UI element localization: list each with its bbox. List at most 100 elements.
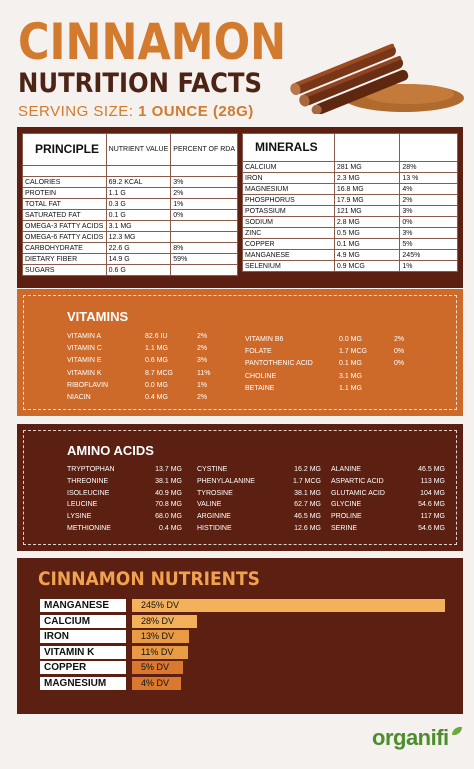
serving-label: SERVING SIZE: [18,103,134,120]
table-row: OMEGA-6 FATTY ACIDS 12.3 MG [22,231,238,243]
col-percent-rda: PERCENT OF RDA [170,133,238,166]
amino-value: 38.1 MG [294,489,321,497]
page-subtitle: NUTRITION FACTS [18,68,262,99]
col-nutrient-value: NUTRIENT VALUE [105,133,172,166]
page-title: CINNAMON [18,13,287,71]
principle-title: PRINCIPLE [22,133,107,166]
vitamin-value: 8.7 MCG [145,369,174,377]
mineral-value: 4.9 MG [333,249,401,261]
vitamin-rda: 1% [197,381,208,389]
nutrient-name: SATURATED FAT [22,209,107,221]
nutrient-rda [170,231,238,243]
nutrient-rda [170,220,238,232]
nutrient-value: 1.1 G [105,187,172,199]
vitamin-value: 0.1 MG [339,360,362,368]
vitamin-value: 0.4 MG [145,394,168,401]
mineral-rda: 0% [399,216,458,228]
mineral-rda: 5% [399,238,458,250]
vitamin-rda: 0% [394,360,405,368]
vitamin-rda: 2% [197,333,208,340]
vitamin-rda: 0% [394,348,405,356]
nutrient-rda [170,264,238,276]
vitamin-rda: 3% [197,357,208,365]
vitamin-name: VITAMIN A [67,333,102,340]
amino-value: 16.2 MG [294,466,321,473]
amino-name: ISOLEUCINE [67,489,110,497]
table-row: CALORIES 69.2 KCAL 3% [22,176,238,188]
nutrient-value: 0.1 G [105,209,172,221]
mineral-value: 16.8 MG [333,183,401,195]
bar-category-label: MANGANESE [40,599,126,612]
vitamin-name: FOLATE [245,348,272,356]
amino-name: PROLINE [331,513,362,521]
brand-logo: organifi [372,725,449,750]
amino-value: 46.5 MG [418,466,445,473]
table-row: CALCIUM 281 MG 28% [242,161,458,173]
amino-value: 1.7 MCG [292,477,321,485]
vitamin-value: 3.1 MG [339,372,362,380]
amino-value: 117 MG [420,513,445,521]
nutrient-rda: 59% [170,253,238,265]
nutrient-value: 0.3 G [105,198,172,210]
table-row: MAGNESIUM 16.8 MG 4% [242,183,458,195]
mineral-rda: 2% [399,194,458,206]
amino-value: 38.1 MG [155,477,182,485]
vitamin-name: VITAMIN E [67,357,102,365]
vitamin-name: RIBOFLAVIN [67,381,109,389]
nutrient-name: PROTEIN [22,187,107,199]
mineral-rda: 28% [399,161,458,173]
bar: 13% DV [132,630,189,643]
amino-value: 113 MG [420,477,445,485]
amino-name: TYROSINE [197,489,233,497]
mineral-rda: 4% [399,183,458,195]
amino-value: 68.0 MG [155,513,182,521]
amino-border [23,430,457,545]
amino-value: 13.7 MG [155,466,182,473]
vitamin-value: 1.7 MCG [339,348,368,356]
nutrient-name: CARBOHYDRATE [22,242,107,254]
table-row: PROTEIN 1.1 G 2% [22,187,238,199]
mineral-rda: 3% [399,205,458,217]
amino-title: AMINO ACIDS [67,443,154,458]
table-row: CARBOHYDRATE 22.6 G 8% [22,242,238,254]
amino-name: TRYPTOPHAN [67,466,115,473]
amino-name: VALINE [197,501,222,509]
nutrient-name: CALORIES [22,176,107,188]
serving-value: 1 OUNCE (28G) [138,103,254,120]
mineral-value: 17.9 MG [333,194,401,206]
table-row: SELENIUM 0.9 MCG 1% [242,260,458,272]
vitamin-value: 0.0 MG [339,336,362,343]
amino-name: ALANINE [331,466,361,473]
vitamin-name: VITAMIN C [67,345,102,353]
mineral-name: ZINC [242,227,335,239]
amino-name: LEUCINE [67,501,98,509]
vitamin-name: BETAINE [245,384,275,392]
vitamin-value: 82.6 IU [145,333,168,340]
nutrient-name: DIETARY FIBER [22,253,107,265]
vitamin-value: 1.1 MG [339,384,362,392]
nutrient-value: 22.6 G [105,242,172,254]
nutrient-value: 69.2 KCAL [105,176,172,188]
mineral-value: 2.8 MG [333,216,401,228]
vitamin-value: 1.1 MG [145,345,168,353]
mineral-name: SELENIUM [242,260,335,272]
table-row: ZINC 0.5 MG 3% [242,227,458,239]
mineral-rda: 245% [399,249,458,261]
mineral-value: 0.5 MG [333,227,401,239]
mineral-value: 2.3 MG [333,172,401,184]
amino-name: THREONINE [67,477,109,485]
table-row: COPPER 0.1 MG 5% [242,238,458,250]
mineral-value: 0.1 MG [333,238,401,250]
amino-name: PHENYLALANINE [197,477,255,485]
bar-category-label: MAGNESIUM [40,676,126,690]
serving-size: SERVING SIZE: 1 OUNCE (28G) [18,103,254,121]
table-row: IRON 2.3 MG 13 % [242,172,458,184]
nutrient-rda: 3% [170,176,238,188]
table-row: DIETARY FIBER 14.9 G 59% [22,253,238,265]
mineral-value: 121 MG [333,205,401,217]
amino-name: GLYCINE [331,501,362,509]
amino-name: GLUTAMIC ACID [331,489,385,497]
mineral-name: POTASSIUM [242,205,335,217]
mineral-rda: 13 % [399,172,458,184]
vitamin-rda: 2% [197,394,208,401]
